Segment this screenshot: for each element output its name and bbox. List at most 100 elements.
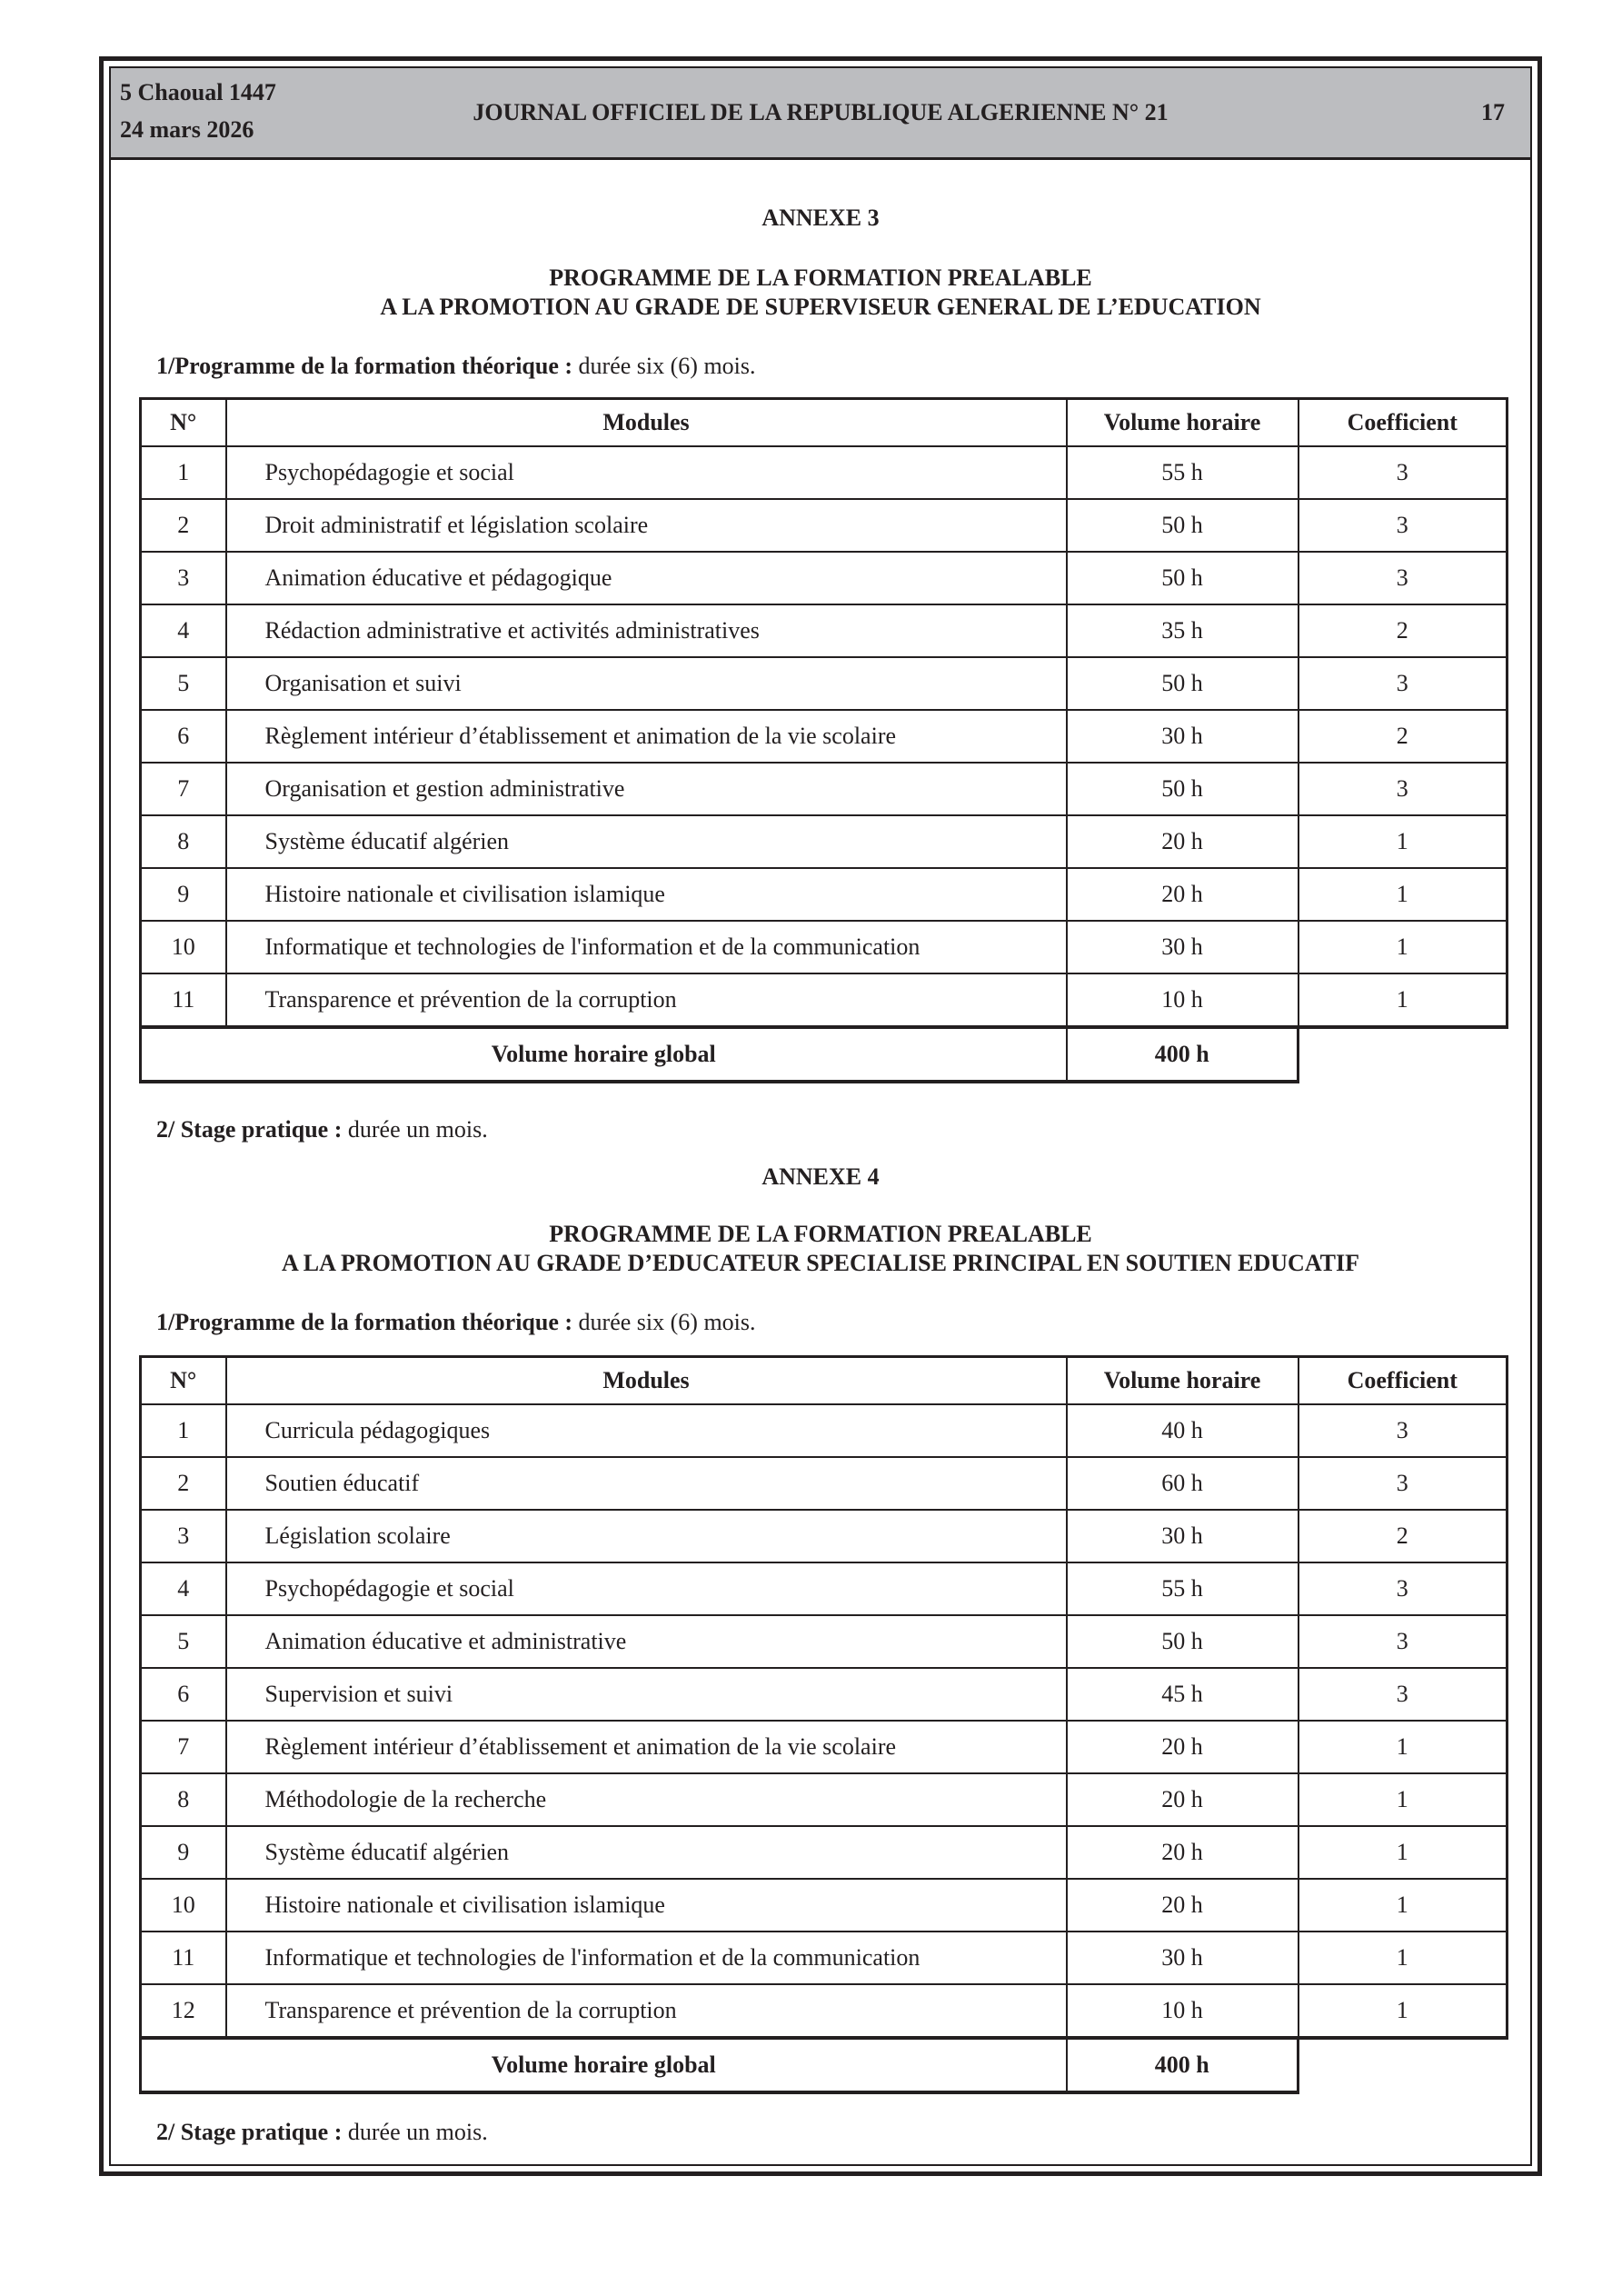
row-number: 5	[139, 656, 227, 711]
row-module: Transparence et prévention de la corrupt…	[224, 1983, 1068, 2039]
row-module: Psychopédagogie et social	[224, 445, 1068, 500]
row-volume: 30 h	[1065, 1509, 1299, 1563]
annexe4-title: ANNEXE 4	[761, 1163, 880, 1190]
row-volume: 10 h	[1065, 973, 1299, 1028]
row-module: Supervision et suivi	[224, 1667, 1068, 1722]
row-module: Règlement intérieur d’établissement et a…	[224, 1720, 1068, 1774]
gregorian-date: 24 mars 2026	[120, 116, 254, 143]
row-coefficient: 1	[1297, 1983, 1508, 2039]
row-coefficient: 3	[1297, 551, 1508, 605]
annexe3-theory-line: 1/Programme de la formation théorique : …	[156, 353, 756, 380]
row-volume: 50 h	[1065, 656, 1299, 711]
stage-label: 2/ Stage pratique :	[156, 1116, 343, 1143]
table-header-row: N° Modules Volume horaire Coefficient	[139, 1355, 1508, 1405]
total-blank-cell	[1297, 2036, 1508, 2092]
table-row: 7 Règlement intérieur d’établissement et …	[139, 1720, 1508, 1774]
row-volume: 10 h	[1065, 1983, 1299, 2039]
total-blank-cell	[1297, 1025, 1508, 1082]
hijri-date: 5 Chaoual 1447	[120, 79, 276, 105]
row-coefficient: 3	[1297, 445, 1508, 500]
row-coefficient: 3	[1297, 656, 1508, 711]
row-coefficient: 2	[1297, 709, 1508, 764]
row-module: Curricula pédagogiques	[224, 1403, 1068, 1458]
row-number: 2	[139, 1456, 227, 1511]
total-value: 400 h	[1065, 1025, 1299, 1083]
row-coefficient: 1	[1297, 814, 1508, 869]
total-row: Volume horaire global 400 h	[139, 1025, 1508, 1083]
table-header-row: N° Modules Volume horaire Coefficient	[139, 397, 1508, 447]
row-number: 12	[139, 1983, 227, 2039]
total-label: Volume horaire global	[139, 1025, 1068, 1083]
table-row: 11 Transparence et prévention de la corru…	[139, 973, 1508, 1028]
annexe3-stage-line: 2/ Stage pratique : durée un mois.	[156, 1116, 488, 1143]
row-volume: 30 h	[1065, 709, 1299, 764]
row-module: Informatique et technologies de l'inform…	[224, 1931, 1068, 1985]
row-module: Rédaction administrative et activités ad…	[224, 604, 1068, 658]
row-number: 10	[139, 1878, 227, 1932]
table-row: 11 Informatique et technologies de l'info…	[139, 1931, 1508, 1985]
col-header-modules: Modules	[224, 1355, 1068, 1405]
row-number: 7	[139, 1720, 227, 1774]
row-number: 2	[139, 498, 227, 553]
row-coefficient: 3	[1297, 1667, 1508, 1722]
col-header-volume: Volume horaire	[1065, 397, 1299, 447]
row-module: Informatique et technologies de l'inform…	[224, 920, 1068, 974]
annexe3-title: ANNEXE 3	[761, 205, 880, 231]
row-coefficient: 1	[1297, 867, 1508, 922]
annexe4-subtitle-1: PROGRAMME DE LA FORMATION PREALABLE	[549, 1221, 1092, 1247]
row-coefficient: 2	[1297, 604, 1508, 658]
row-volume: 30 h	[1065, 920, 1299, 974]
row-number: 9	[139, 1825, 227, 1880]
annexe3-subtitle-1: PROGRAMME DE LA FORMATION PREALABLE	[549, 265, 1092, 291]
total-label: Volume horaire global	[139, 2036, 1068, 2094]
row-number: 6	[139, 1667, 227, 1722]
col-header-modules: Modules	[224, 397, 1068, 447]
table-row: 2 Droit administratif et législation scol…	[139, 498, 1508, 553]
stage-label: 2/ Stage pratique :	[156, 2119, 343, 2145]
row-number: 11	[139, 1931, 227, 1985]
row-volume: 50 h	[1065, 762, 1299, 816]
row-volume: 35 h	[1065, 604, 1299, 658]
row-volume: 50 h	[1065, 498, 1299, 553]
row-module: Organisation et gestion administrative	[224, 762, 1068, 816]
row-coefficient: 3	[1297, 762, 1508, 816]
table-row: 10 Informatique et technologies de l'info…	[139, 920, 1508, 974]
row-module: Histoire nationale et civilisation islam…	[224, 1878, 1068, 1932]
row-volume: 20 h	[1065, 867, 1299, 922]
row-coefficient: 3	[1297, 1562, 1508, 1616]
row-number: 6	[139, 709, 227, 764]
row-number: 4	[139, 1562, 227, 1616]
row-module: Animation éducative et administrative	[224, 1614, 1068, 1669]
table-row: 10 Histoire nationale et civilisation isl…	[139, 1878, 1508, 1932]
row-number: 7	[139, 762, 227, 816]
row-module: Règlement intérieur d’établissement et a…	[224, 709, 1068, 764]
row-coefficient: 1	[1297, 1878, 1508, 1932]
page-number: 17	[1481, 99, 1505, 125]
row-volume: 20 h	[1065, 814, 1299, 869]
col-header-number: N°	[139, 397, 227, 447]
page-frame: 5 Chaoual 1447 24 mars 2026 JOURNAL OFFI…	[99, 56, 1542, 2176]
row-module: Transparence et prévention de la corrupt…	[224, 973, 1068, 1028]
row-module: Animation éducative et pédagogique	[224, 551, 1068, 605]
table-row: 6 Règlement intérieur d’établissement et …	[139, 709, 1508, 764]
table-row: 12 Transparence et prévention de la corru…	[139, 1983, 1508, 2039]
row-number: 1	[139, 445, 227, 500]
col-header-volume: Volume horaire	[1065, 1355, 1299, 1405]
table-row: 9 Histoire nationale et civilisation isla…	[139, 867, 1508, 922]
row-coefficient: 1	[1297, 920, 1508, 974]
annexe3-subtitle-2: A LA PROMOTION AU GRADE DE SUPERVISEUR G…	[380, 294, 1261, 320]
total-row: Volume horaire global 400 h	[139, 2036, 1508, 2094]
row-coefficient: 1	[1297, 1931, 1508, 1985]
table-row: 7 Organisation et gestion administrative 5…	[139, 762, 1508, 816]
row-volume: 50 h	[1065, 1614, 1299, 1669]
annexe4-subtitle-2: A LA PROMOTION AU GRADE D’EDUCATEUR SPEC…	[281, 1250, 1360, 1276]
row-coefficient: 3	[1297, 498, 1508, 553]
row-number: 9	[139, 867, 227, 922]
row-volume: 40 h	[1065, 1403, 1299, 1458]
annexe4-table: N° Modules Volume horaire Coefficient 1 Curri…	[139, 1355, 1508, 2094]
